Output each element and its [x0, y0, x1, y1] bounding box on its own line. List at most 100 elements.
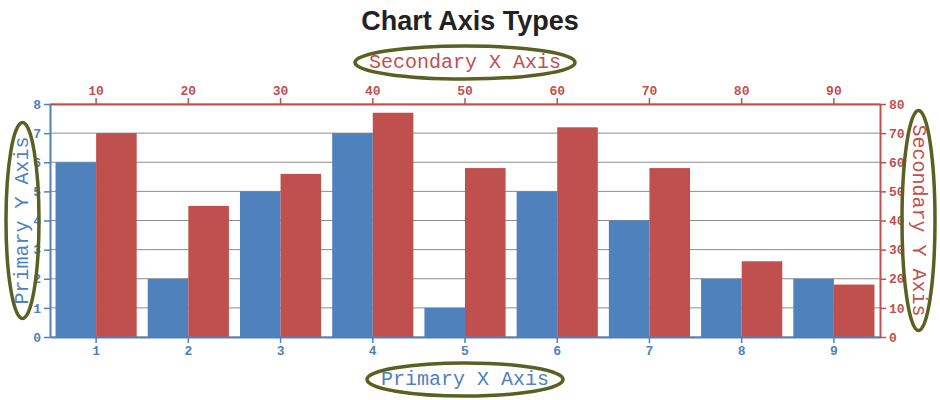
- tick: 1: [33, 302, 50, 317]
- tick: 80: [734, 84, 750, 104]
- tick: 6: [553, 337, 561, 359]
- tick: 20: [880, 272, 905, 287]
- tick-label: 70: [642, 84, 658, 99]
- tick: 5: [33, 185, 50, 200]
- tick-label: 8: [33, 98, 41, 113]
- axis-label-group: Primary X Axis: [367, 363, 563, 396]
- tick-mark: [880, 191, 886, 193]
- tick-label: 80: [734, 84, 750, 99]
- tick-mark: [95, 337, 97, 343]
- tick-label: 5: [461, 344, 469, 359]
- tick: 7: [646, 337, 654, 359]
- tick-label: 10: [88, 84, 104, 99]
- tick-label: 1: [33, 302, 41, 317]
- grid-line: [50, 162, 880, 163]
- tick: 3: [277, 337, 285, 359]
- tick-mark: [880, 104, 886, 106]
- tick: 1: [92, 337, 100, 359]
- bar: [188, 206, 229, 337]
- bar: [373, 113, 414, 337]
- tick-mark: [833, 337, 835, 343]
- bar: [240, 191, 281, 337]
- tick: 0: [33, 331, 50, 346]
- tick-mark: [44, 249, 50, 251]
- tick-mark: [880, 249, 886, 251]
- tick: 10: [880, 302, 905, 317]
- axis-label: Primary Y Axis: [11, 136, 34, 304]
- bar: [465, 168, 506, 337]
- tick: 60: [549, 84, 565, 104]
- highlight-ellipse: [6, 122, 39, 318]
- tick-label: 1: [92, 344, 100, 359]
- bar: [793, 279, 834, 337]
- tick-label: 50: [457, 84, 473, 99]
- tick-label: 40: [365, 84, 381, 99]
- tick: 9: [830, 337, 838, 359]
- bar: [96, 133, 137, 337]
- tick: 20: [181, 84, 197, 104]
- bars: [56, 113, 875, 337]
- axis-label: Secondary X Axis: [369, 51, 561, 74]
- tick-mark: [44, 104, 50, 106]
- tick-mark: [44, 133, 50, 135]
- chart: 1234567891020304050607080900123456780102…: [0, 0, 940, 400]
- bar: [742, 261, 783, 337]
- tick-mark: [44, 220, 50, 222]
- tick: 70: [642, 84, 658, 104]
- tick: 8: [738, 337, 746, 359]
- x2-axis: 10 20 30 40 50 60 70 80 90: [51, 84, 881, 105]
- highlight-ellipse: [367, 363, 563, 396]
- bar: [557, 127, 598, 337]
- tick: 8: [33, 98, 50, 113]
- bar: [609, 221, 650, 338]
- axis-label: Secondary Y Axis: [907, 124, 930, 316]
- tick-mark: [556, 337, 558, 343]
- tick: 4: [33, 214, 50, 229]
- axis-label-group: Secondary X Axis: [355, 46, 575, 79]
- tick: 0: [880, 331, 897, 346]
- tick-mark: [44, 191, 50, 193]
- tick-label: 20: [181, 84, 197, 99]
- y-axis: 012345678: [33, 98, 50, 346]
- bar: [148, 279, 189, 337]
- tick-mark: [880, 220, 886, 222]
- title: Chart Axis Types: [361, 6, 579, 36]
- tick-mark: [880, 279, 886, 281]
- tick-mark: [280, 337, 282, 343]
- axis-label-group: Primary Y Axis: [6, 122, 39, 318]
- tick-mark: [880, 308, 886, 310]
- tick-mark: [44, 308, 50, 310]
- tick-label: 4: [369, 344, 377, 359]
- tick-mark: [44, 162, 50, 164]
- bar: [649, 168, 690, 337]
- bar: [701, 279, 742, 337]
- tick-label: 8: [738, 344, 746, 359]
- tick: 60: [880, 156, 905, 171]
- tick-label: 9: [830, 344, 838, 359]
- tick-label: 90: [826, 84, 842, 99]
- tick-mark: [188, 337, 190, 343]
- tick-label: 0: [33, 331, 41, 346]
- bar: [281, 174, 322, 337]
- tick-mark: [649, 337, 651, 343]
- axis-label-group: Secondary Y Axis: [902, 110, 935, 330]
- grid: [50, 104, 880, 337]
- tick-mark: [44, 279, 50, 281]
- tick: 10: [88, 84, 104, 104]
- tick-label: 7: [646, 344, 654, 359]
- axis-label: Primary X Axis: [381, 368, 549, 391]
- bar: [56, 162, 97, 337]
- tick-mark: [44, 337, 50, 339]
- tick-label: 3: [277, 344, 285, 359]
- tick-label: 60: [549, 84, 565, 99]
- grid-line: [50, 133, 880, 134]
- tick: 50: [457, 84, 473, 104]
- tick: 70: [880, 127, 905, 142]
- tick-label: 7: [33, 127, 41, 142]
- tick-label: 30: [273, 84, 289, 99]
- tick-mark: [741, 337, 743, 343]
- bar: [517, 191, 558, 337]
- tick: 30: [273, 84, 289, 104]
- tick-label: 6: [553, 344, 561, 359]
- tick-label: 0: [889, 331, 897, 346]
